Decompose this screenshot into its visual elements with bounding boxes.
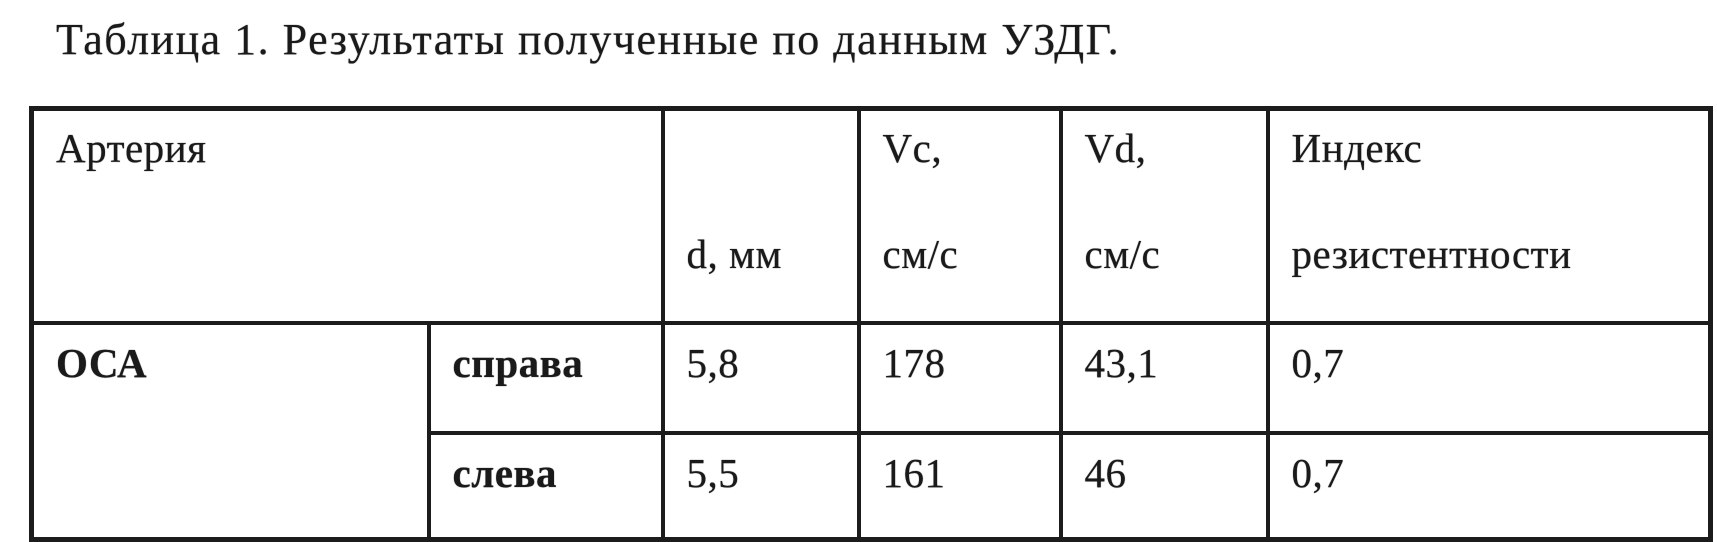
- cell-artery-oca: ОСА: [29, 321, 431, 542]
- header-ri-label-line2: резистентности: [1291, 231, 1572, 277]
- header-cell-resistance-index: Индекс резистентности: [1265, 106, 1713, 325]
- header-cell-vd: Vd, см/с: [1058, 106, 1270, 325]
- header-cell-vc: Vc, см/с: [856, 106, 1063, 325]
- header-row: Артерия d, мм Vc, см/с Vd, см/с Индекс р…: [29, 106, 1713, 325]
- vd-value: 43,1: [1084, 340, 1159, 386]
- header-vc-label-line2: см/с: [882, 231, 959, 277]
- ri-value: 0,7: [1291, 340, 1345, 386]
- cell-ri-right: 0,7: [1265, 321, 1713, 435]
- header-cell-artery: Артерия: [29, 106, 665, 325]
- uzdg-results-table: Артерия d, мм Vc, см/с Vd, см/с Индекс р…: [29, 106, 1714, 542]
- header-vd-label-line2: см/с: [1084, 231, 1161, 277]
- header-vd-label-line1: Vd,: [1084, 125, 1147, 171]
- cell-vc-left: 161: [856, 431, 1063, 542]
- side-label: справа: [452, 340, 584, 386]
- d-value: 5,5: [686, 450, 740, 496]
- table-caption: Таблица 1. Результаты полученные по данн…: [56, 15, 1121, 64]
- vc-value: 178: [882, 340, 946, 386]
- ri-value: 0,7: [1291, 450, 1345, 496]
- cell-d-left: 5,5: [660, 431, 861, 542]
- vc-value: 161: [882, 450, 946, 496]
- cell-vd-right: 43,1: [1058, 321, 1270, 435]
- cell-ri-left: 0,7: [1265, 431, 1713, 542]
- cell-side-right: справа: [426, 321, 665, 435]
- header-vc-label-line1: Vc,: [882, 125, 943, 171]
- artery-name: ОСА: [56, 340, 148, 386]
- header-cell-diameter: d, мм: [660, 106, 861, 325]
- table-row: слева 5,5 161 46 0,7: [32, 431, 1713, 542]
- cell-vc-right: 178: [856, 321, 1063, 435]
- table-row: ОСА справа 5,8 178 43,1 0,7: [29, 321, 1713, 542]
- cell-side-left: слева: [426, 431, 665, 542]
- cell-vd-left: 46: [1058, 431, 1270, 542]
- header-ri-label-line1: Индекс: [1291, 125, 1423, 171]
- header-diameter-label: d, мм: [686, 231, 782, 277]
- vd-value: 46: [1084, 450, 1127, 496]
- header-artery-label: Артерия: [56, 125, 207, 171]
- cell-d-right: 5,8: [660, 321, 861, 435]
- d-value: 5,8: [686, 340, 740, 386]
- side-label: слева: [452, 450, 558, 496]
